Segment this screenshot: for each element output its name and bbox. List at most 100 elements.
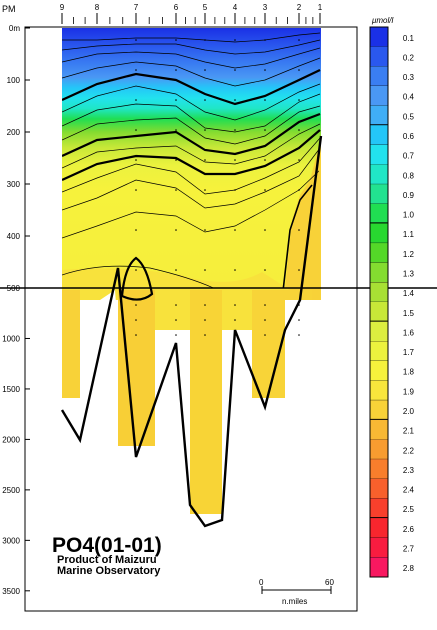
sample-points [135,39,300,336]
colorbar-label: 1.8 [403,368,415,377]
sample-dot [264,334,266,336]
colorbar-swatch [370,144,388,165]
sample-dot [298,304,300,306]
contour-line [62,169,321,239]
colorbar-swatch [370,105,388,126]
sample-dot [204,319,206,321]
colorbar-swatch [370,203,388,224]
colorbar-label: 2.8 [403,564,415,573]
depth-tick-label: 2500 [2,486,20,495]
sample-dot [264,69,266,71]
sample-dot [135,69,137,71]
sample-dot [298,129,300,131]
contour-line [62,137,321,195]
sample-dot [175,189,177,191]
sample-dot [264,39,266,41]
colorbar-legend: μmol/l 0.1 0.2 0.3 0.4 0.5 0.6 0.7 0.8 0.9 1.0 1.1… [369,16,415,578]
colorbar-label: 1.0 [403,211,415,220]
credit-line-2: Marine Observatory [57,565,161,577]
sample-dot [204,159,206,161]
colorbar-label: 0.2 [403,53,415,62]
sample-dot [135,304,137,306]
depth-tick-label: 100 [7,76,21,85]
sample-dot [135,39,137,41]
sample-dot [175,229,177,231]
contour-line [62,147,321,211]
colorbar-swatch [370,518,388,539]
depth-tick-label: 3500 [2,587,20,596]
sample-dot [175,319,177,321]
scale-bar-end: 60 [325,578,334,587]
sample-dot [135,319,137,321]
colorbar-swatch [370,360,388,381]
sample-dot [234,99,236,101]
depth-tick-label: 2000 [2,435,20,444]
sample-dot [175,99,177,101]
sample-dot [234,189,236,191]
sample-dot [298,99,300,101]
colorbar-swatch [370,66,388,87]
colorbar-swatch [370,223,388,244]
colorbar-label: 0.4 [403,93,415,102]
colorbar-label: 1.4 [403,289,415,298]
colorbar-label: 1.5 [403,309,415,318]
contour-line [62,105,321,145]
colorbar-swatch [370,419,388,440]
station-tick-label: 3 [263,3,268,12]
colorbar-swatch [370,85,388,106]
colorbar-swatch [370,164,388,185]
colorbar-swatch [370,557,388,578]
contour-line [62,47,321,69]
sample-dot [204,129,206,131]
contour-line [62,265,236,288]
station-tick-label: 7 [134,3,139,12]
station-tick-label: 8 [95,3,100,12]
colorbar-label: 2.4 [403,486,415,495]
sample-dot [175,304,177,306]
contour-line [281,184,313,288]
station-axis-label: PM [2,4,16,14]
sample-dot [204,229,206,231]
colorbar-label: 2.3 [403,466,415,475]
sample-dot [204,39,206,41]
colorbar-label: 0.3 [403,73,415,82]
contour-line [62,69,321,106]
station-axis: 9 8 7 6 5 4 3 2 1 [60,3,323,24]
sample-dot [175,159,177,161]
contour-line [62,93,321,133]
colorbar-label: 2.1 [403,427,415,436]
colorbar-label: 2.6 [403,525,415,534]
colorbar-swatch [370,282,388,303]
sample-dot [175,69,177,71]
colorbar-label: 0.7 [403,152,415,161]
colorbar-swatch [370,27,388,48]
colorbar-label: 1.6 [403,328,415,337]
sample-dot [298,69,300,71]
contour-line [62,123,321,169]
colorbar-label: 1.1 [403,230,415,239]
sample-dot [204,69,206,71]
depth-tick-label: 500 [7,284,21,293]
colorbar-label: 0.8 [403,171,415,180]
colorbar-swatch [370,243,388,264]
sample-dot [234,129,236,131]
sample-dot [264,269,266,271]
chart-title: PO4(01-01) [52,534,162,557]
colorbar-label: 1.7 [403,348,415,357]
contour-line [62,83,321,121]
station-tick-label: 2 [297,3,302,12]
contour-line [62,129,321,182]
sample-dot [175,39,177,41]
colorbar-swatch [370,46,388,67]
sample-dot [204,99,206,101]
sample-dot [234,39,236,41]
colorbar-label: 0.9 [403,191,415,200]
sample-dot [175,334,177,336]
sample-dot [135,269,137,271]
distance-scale-bar: 0 60 n.miles [259,578,334,606]
station-tick-label: 6 [174,3,179,12]
contour-line [62,57,321,87]
depth-tick-label: 300 [7,180,21,189]
sample-dot [298,229,300,231]
bottom-topography [60,135,323,528]
